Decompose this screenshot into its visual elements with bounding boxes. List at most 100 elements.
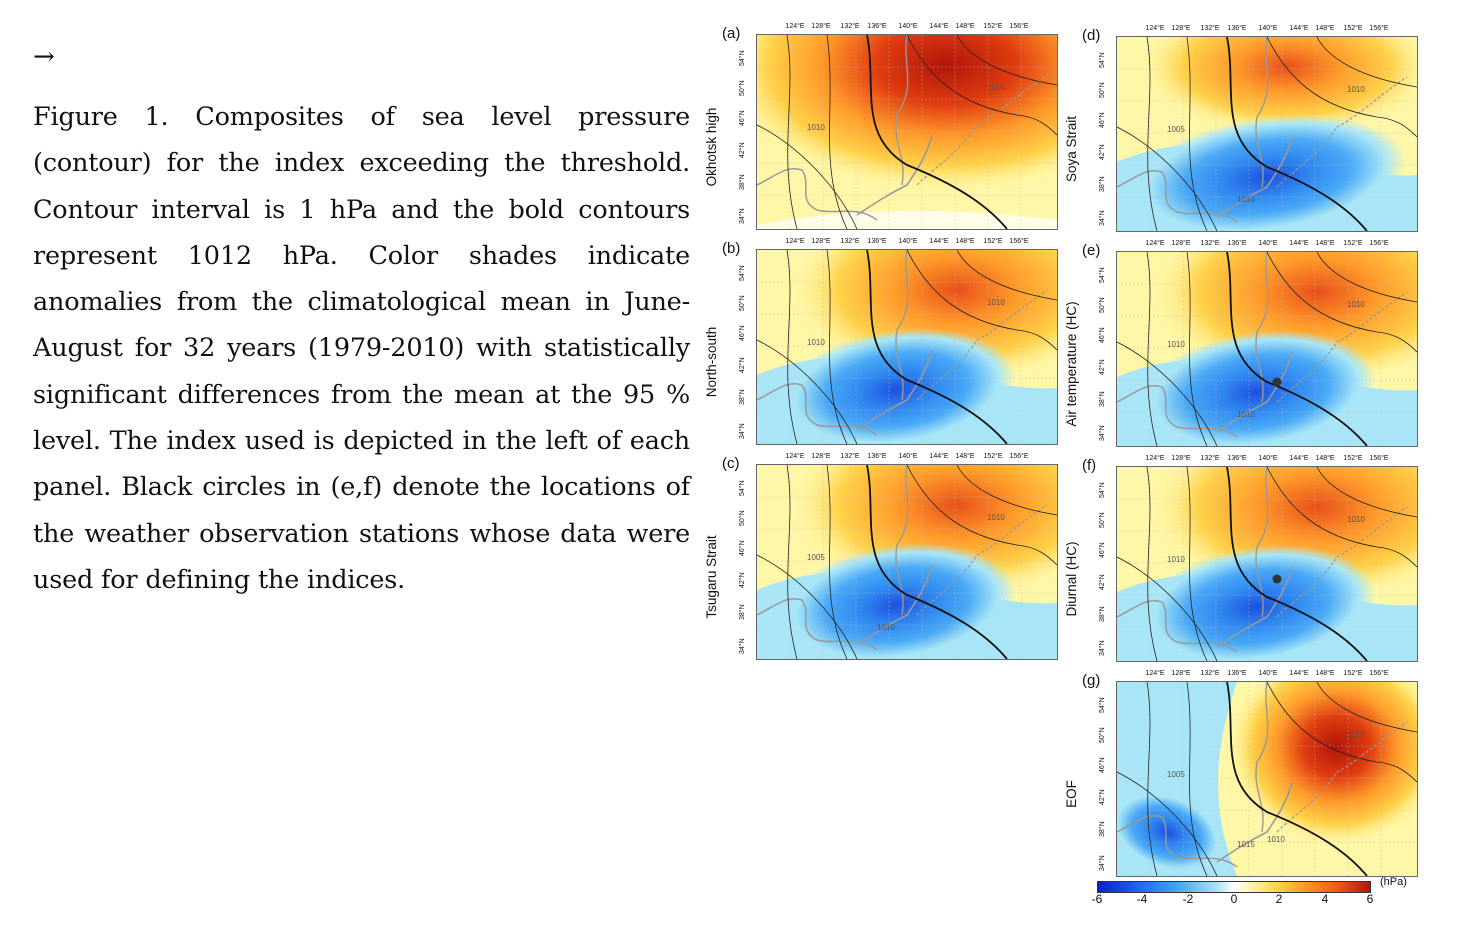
longitude-tick: 152°E <box>1343 25 1363 32</box>
contour-label: 1015 <box>987 83 1005 92</box>
longitude-tick: 132°E <box>840 453 860 460</box>
longitude-tick: 152°E <box>983 23 1003 30</box>
longitude-tick: 144°E <box>1289 670 1309 677</box>
longitude-tick: 132°E <box>1200 670 1220 677</box>
index-label: North-south <box>704 326 719 398</box>
panel-letter: (g) <box>1082 672 1101 689</box>
longitude-tick: 132°E <box>1200 240 1220 247</box>
longitude-tick: 140°E <box>1258 670 1278 677</box>
figure-caption: Figure 1. Composites of sea level pressu… <box>33 94 690 603</box>
contour-label: 1010 <box>1237 195 1255 204</box>
colorbar-gradient <box>1097 881 1371 893</box>
latitude-tick: 34°N <box>739 638 746 654</box>
map-panel: (b) North-south 124°E 128°E 132°E 136°E 140°E 1… <box>704 238 1084 464</box>
caption-lead: Figure 1. <box>33 102 169 132</box>
longitude-tick: 156°E <box>1009 23 1029 30</box>
longitude-tick: 128°E <box>811 23 831 30</box>
latitude-ticks: 54°N 50°N 46°N 42°N 38°N 34°N <box>1099 681 1109 879</box>
latitude-tick: 38°N <box>739 604 746 620</box>
longitude-tick: 148°E <box>1315 240 1335 247</box>
contour-label: 1010 <box>1167 340 1185 349</box>
contour-label: 1005 <box>1167 770 1185 779</box>
latitude-ticks: 54°N 50°N 46°N 42°N 38°N 34°N <box>739 34 749 232</box>
latitude-tick: 50°N <box>1099 512 1106 528</box>
contour-label: 1010 <box>807 338 825 347</box>
latitude-tick: 46°N <box>1099 757 1106 773</box>
longitude-tick: 124°E <box>1145 670 1165 677</box>
contour-label: 1010 <box>877 623 895 632</box>
latitude-tick: 54°N <box>1099 267 1106 283</box>
contour-label: 1010 <box>1347 515 1365 524</box>
latitude-tick: 54°N <box>739 50 746 66</box>
longitude-tick: 132°E <box>1200 455 1220 462</box>
slp-map: 1005 1010 1010 <box>1116 36 1418 232</box>
longitude-tick: 148°E <box>955 23 975 30</box>
longitude-tick: 156°E <box>1369 25 1389 32</box>
latitude-tick: 46°N <box>739 540 746 556</box>
latitude-tick: 54°N <box>1099 697 1106 713</box>
contour-label: 1010 <box>1267 835 1285 844</box>
longitude-tick: 124°E <box>785 238 805 245</box>
latitude-ticks: 54°N 50°N 46°N 42°N 38°N 34°N <box>739 464 749 662</box>
longitude-tick: 144°E <box>1289 25 1309 32</box>
longitude-ticks: 124°E 128°E 132°E 136°E 140°E 144°E 148°E 152°E… <box>758 453 1060 463</box>
longitude-ticks: 124°E 128°E 132°E 136°E 140°E 144°E 148°E 152°E… <box>1118 455 1420 465</box>
map-panel: (d) Soya Strait 124°E 128°E 132°E 136°E 140°E 1… <box>1064 25 1444 251</box>
latitude-ticks: 54°N 50°N 46°N 42°N 38°N 34°N <box>1099 466 1109 664</box>
latitude-tick: 50°N <box>739 80 746 96</box>
latitude-tick: 42°N <box>1099 789 1106 805</box>
longitude-tick: 132°E <box>840 23 860 30</box>
longitude-tick: 156°E <box>1009 453 1029 460</box>
longitude-tick: 140°E <box>898 453 918 460</box>
contour-label: 1010 <box>987 298 1005 307</box>
station-marker <box>1272 377 1282 387</box>
panel-letter: (e) <box>1082 242 1101 259</box>
slp-map: 1010 1010 1010 <box>1116 251 1418 447</box>
latitude-tick: 38°N <box>1099 176 1106 192</box>
latitude-tick: 54°N <box>739 265 746 281</box>
panel-letter: (c) <box>722 455 740 472</box>
slp-map: 1010 1015 <box>756 34 1058 230</box>
colorbar-tick: 2 <box>1275 892 1283 906</box>
longitude-ticks: 124°E 128°E 132°E 136°E 140°E 144°E 148°E 152°E… <box>1118 25 1420 35</box>
longitude-tick: 136°E <box>867 23 887 30</box>
longitude-ticks: 124°E 128°E 132°E 136°E 140°E 144°E 148°E 152°E… <box>758 23 1060 33</box>
colorbar-tick: -4 <box>1136 892 1148 906</box>
longitude-ticks: 124°E 128°E 132°E 136°E 140°E 144°E 148°E 152°E… <box>1118 670 1420 680</box>
latitude-tick: 46°N <box>739 110 746 126</box>
station-marker <box>1272 574 1282 584</box>
latitude-tick: 38°N <box>1099 391 1106 407</box>
latitude-tick: 38°N <box>739 174 746 190</box>
longitude-tick: 128°E <box>811 238 831 245</box>
longitude-tick: 148°E <box>1315 455 1335 462</box>
index-label: Soya Strait <box>1064 115 1079 183</box>
longitude-tick: 148°E <box>1315 25 1335 32</box>
latitude-ticks: 54°N 50°N 46°N 42°N 38°N 34°N <box>1099 36 1109 234</box>
colorbar-tick: 0 <box>1230 892 1238 906</box>
latitude-tick: 50°N <box>1099 297 1106 313</box>
panel-letter: (f) <box>1082 457 1097 474</box>
contour-label: 1005 <box>807 553 825 562</box>
contour-label: 1010 <box>1347 730 1365 739</box>
longitude-tick: 144°E <box>929 453 949 460</box>
longitude-tick: 128°E <box>811 453 831 460</box>
longitude-tick: 136°E <box>1227 455 1247 462</box>
longitude-tick: 124°E <box>1145 25 1165 32</box>
index-label: Tsugaru Strait <box>704 535 719 619</box>
slp-map: 1010 1010 <box>1116 466 1418 662</box>
panel-letter: (b) <box>722 240 741 257</box>
longitude-tick: 140°E <box>1258 25 1278 32</box>
latitude-tick: 50°N <box>739 295 746 311</box>
longitude-tick: 140°E <box>1258 455 1278 462</box>
caption-text: Composites of sea level pressure (contou… <box>33 102 690 595</box>
longitude-tick: 156°E <box>1369 670 1389 677</box>
longitude-tick: 124°E <box>785 453 805 460</box>
contour-label: 1010 <box>1347 300 1365 309</box>
longitude-tick: 144°E <box>929 238 949 245</box>
latitude-tick: 34°N <box>1099 640 1106 656</box>
colorbar-unit: (hPa) <box>1380 876 1407 888</box>
colorbar-tick: 4 <box>1321 892 1329 906</box>
latitude-tick: 34°N <box>739 423 746 439</box>
latitude-tick: 54°N <box>739 480 746 496</box>
longitude-tick: 136°E <box>1227 240 1247 247</box>
